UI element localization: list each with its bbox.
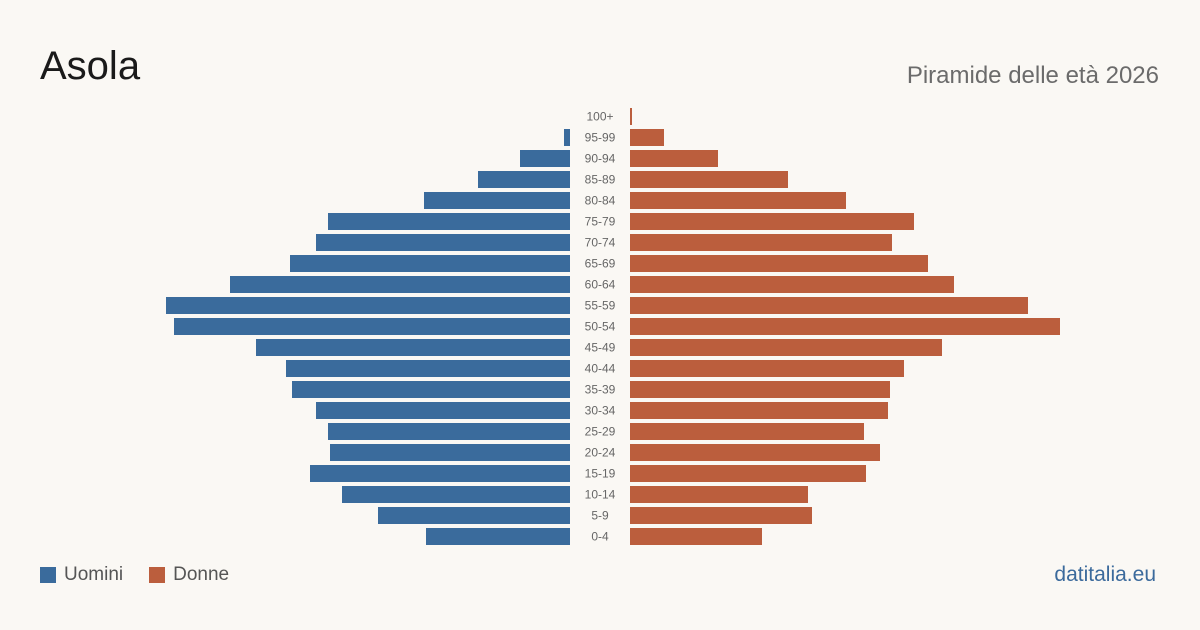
age-label-55-59: 55-59 xyxy=(585,299,616,313)
brand-link[interactable]: datitalia.eu xyxy=(1054,563,1156,586)
page-title: Asola xyxy=(40,44,141,88)
bar-male-25-29 xyxy=(328,423,570,440)
age-label-10-14: 10-14 xyxy=(585,488,616,502)
bar-male-45-49 xyxy=(256,339,570,356)
bar-male-95-99 xyxy=(564,129,570,146)
age-group-labels: 100+ 95-99 90-94 85-89 80-84 75-79 70-74 65-69 6… xyxy=(585,110,616,544)
bar-female-90-94 xyxy=(630,150,718,167)
legend-swatch-male xyxy=(40,567,56,583)
bar-female-60-64 xyxy=(630,276,954,293)
bar-female-20-24 xyxy=(630,444,880,461)
age-label-65-69: 65-69 xyxy=(585,257,616,271)
legend: Uomini Donne xyxy=(40,564,229,586)
bar-female-5-9 xyxy=(630,507,812,524)
bar-female-10-14 xyxy=(630,486,808,503)
bar-male-80-84 xyxy=(424,192,570,209)
bar-female-15-19 xyxy=(630,465,866,482)
male-bars xyxy=(166,129,570,545)
bar-male-40-44 xyxy=(286,360,570,377)
bar-female-75-79 xyxy=(630,213,914,230)
age-label-35-39: 35-39 xyxy=(585,383,616,397)
age-label-5-9: 5-9 xyxy=(591,509,609,523)
bar-female-70-74 xyxy=(630,234,892,251)
legend-item-male: Uomini xyxy=(40,564,123,586)
bar-male-90-94 xyxy=(520,150,570,167)
age-label-75-79: 75-79 xyxy=(585,215,616,229)
bar-male-35-39 xyxy=(292,381,570,398)
bar-male-20-24 xyxy=(330,444,570,461)
bar-female-30-34 xyxy=(630,402,888,419)
legend-label-female: Donne xyxy=(173,564,230,585)
bar-female-25-29 xyxy=(630,423,864,440)
age-label-25-29: 25-29 xyxy=(585,425,616,439)
age-label-30-34: 30-34 xyxy=(585,404,616,418)
bar-male-65-69 xyxy=(290,255,570,272)
bar-male-85-89 xyxy=(478,171,570,188)
bar-male-5-9 xyxy=(378,507,570,524)
age-label-85-89: 85-89 xyxy=(585,173,616,187)
bar-male-15-19 xyxy=(310,465,570,482)
age-label-90-94: 90-94 xyxy=(585,152,616,166)
age-label-40-44: 40-44 xyxy=(585,362,616,376)
bar-male-10-14 xyxy=(342,486,570,503)
bar-female-45-49 xyxy=(630,339,942,356)
bar-female-35-39 xyxy=(630,381,890,398)
bar-female-40-44 xyxy=(630,360,904,377)
bar-female-95-99 xyxy=(630,129,664,146)
age-label-50-54: 50-54 xyxy=(585,320,616,334)
age-label-20-24: 20-24 xyxy=(585,446,616,460)
bar-male-75-79 xyxy=(328,213,570,230)
bar-female-50-54 xyxy=(630,318,1060,335)
age-label-60-64: 60-64 xyxy=(585,278,616,292)
chart-subtitle: Piramide delle età 2026 xyxy=(906,62,1159,89)
legend-label-male: Uomini xyxy=(64,564,124,585)
bar-female-55-59 xyxy=(630,297,1028,314)
age-label-80-84: 80-84 xyxy=(585,194,616,208)
bar-male-70-74 xyxy=(316,234,570,251)
bar-male-50-54 xyxy=(174,318,570,335)
female-bars xyxy=(630,108,1060,545)
bar-female-100+ xyxy=(630,108,632,125)
age-label-0-4: 0-4 xyxy=(591,530,609,544)
bar-female-80-84 xyxy=(630,192,846,209)
bar-female-0-4 xyxy=(630,528,762,545)
bar-female-85-89 xyxy=(630,171,788,188)
age-label-100+: 100+ xyxy=(586,110,613,124)
legend-item-female: Donne xyxy=(149,564,229,586)
bar-male-60-64 xyxy=(230,276,570,293)
bar-male-55-59 xyxy=(166,297,570,314)
age-label-70-74: 70-74 xyxy=(585,236,616,250)
legend-swatch-female xyxy=(149,567,166,583)
bar-female-65-69 xyxy=(630,255,928,272)
age-label-15-19: 15-19 xyxy=(585,467,616,481)
bar-male-0-4 xyxy=(426,528,570,545)
age-label-45-49: 45-49 xyxy=(585,341,616,355)
bar-male-30-34 xyxy=(316,402,570,419)
age-label-95-99: 95-99 xyxy=(585,131,616,145)
